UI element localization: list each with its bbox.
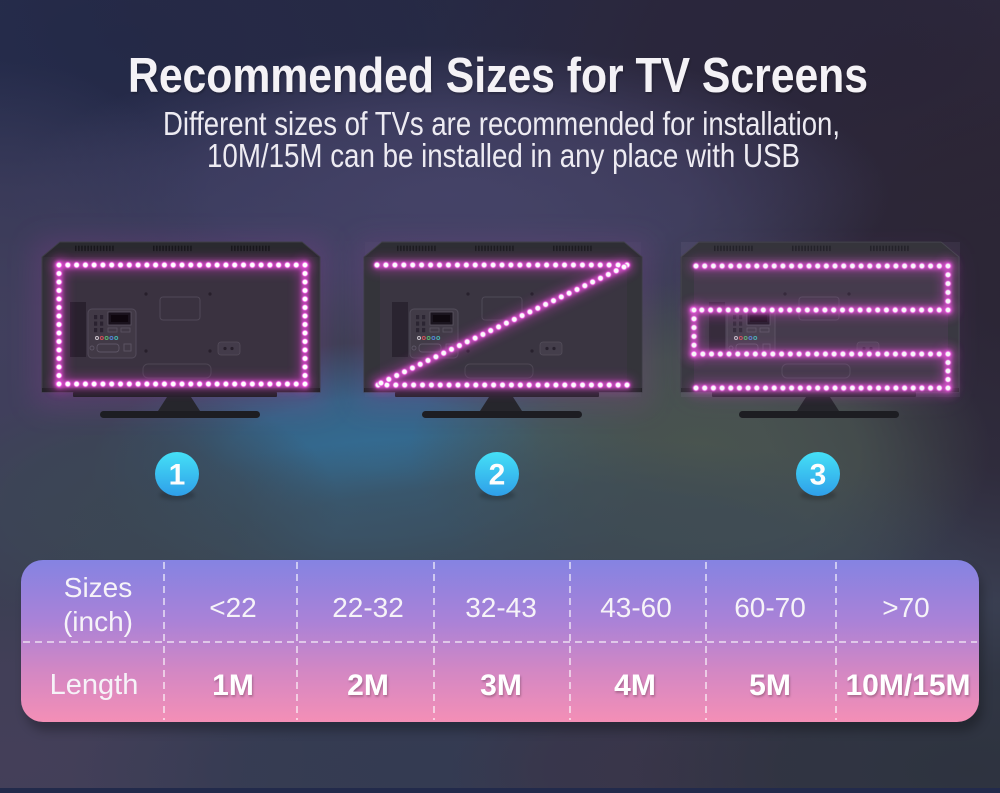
svg-text:4M: 4M xyxy=(614,669,656,702)
svg-text:Sizes: Sizes xyxy=(64,572,132,603)
svg-text:1M: 1M xyxy=(212,669,254,702)
svg-text:43-60: 43-60 xyxy=(600,592,672,623)
svg-text:5M: 5M xyxy=(749,669,791,702)
svg-text:3: 3 xyxy=(810,459,827,492)
svg-text:1: 1 xyxy=(169,459,186,492)
svg-text:22-32: 22-32 xyxy=(332,592,404,623)
svg-text:2: 2 xyxy=(489,459,506,492)
svg-text:10M/15M: 10M/15M xyxy=(845,669,970,702)
svg-text:60-70: 60-70 xyxy=(734,592,806,623)
svg-text:2M: 2M xyxy=(347,669,389,702)
svg-text:Length: Length xyxy=(50,669,139,701)
svg-text:3M: 3M xyxy=(480,669,522,702)
svg-text:32-43: 32-43 xyxy=(465,592,537,623)
svg-text:Different sizes of TVs are rec: Different sizes of TVs are recommended f… xyxy=(163,105,840,142)
svg-text:>70: >70 xyxy=(882,592,930,623)
svg-text:(inch): (inch) xyxy=(63,606,133,637)
svg-text:Recommended Sizes for TV Scree: Recommended Sizes for TV Screens xyxy=(128,49,868,103)
svg-text:10M/15M can be installed in an: 10M/15M can be installed in any place wi… xyxy=(207,137,800,174)
svg-text:<22: <22 xyxy=(209,592,257,623)
